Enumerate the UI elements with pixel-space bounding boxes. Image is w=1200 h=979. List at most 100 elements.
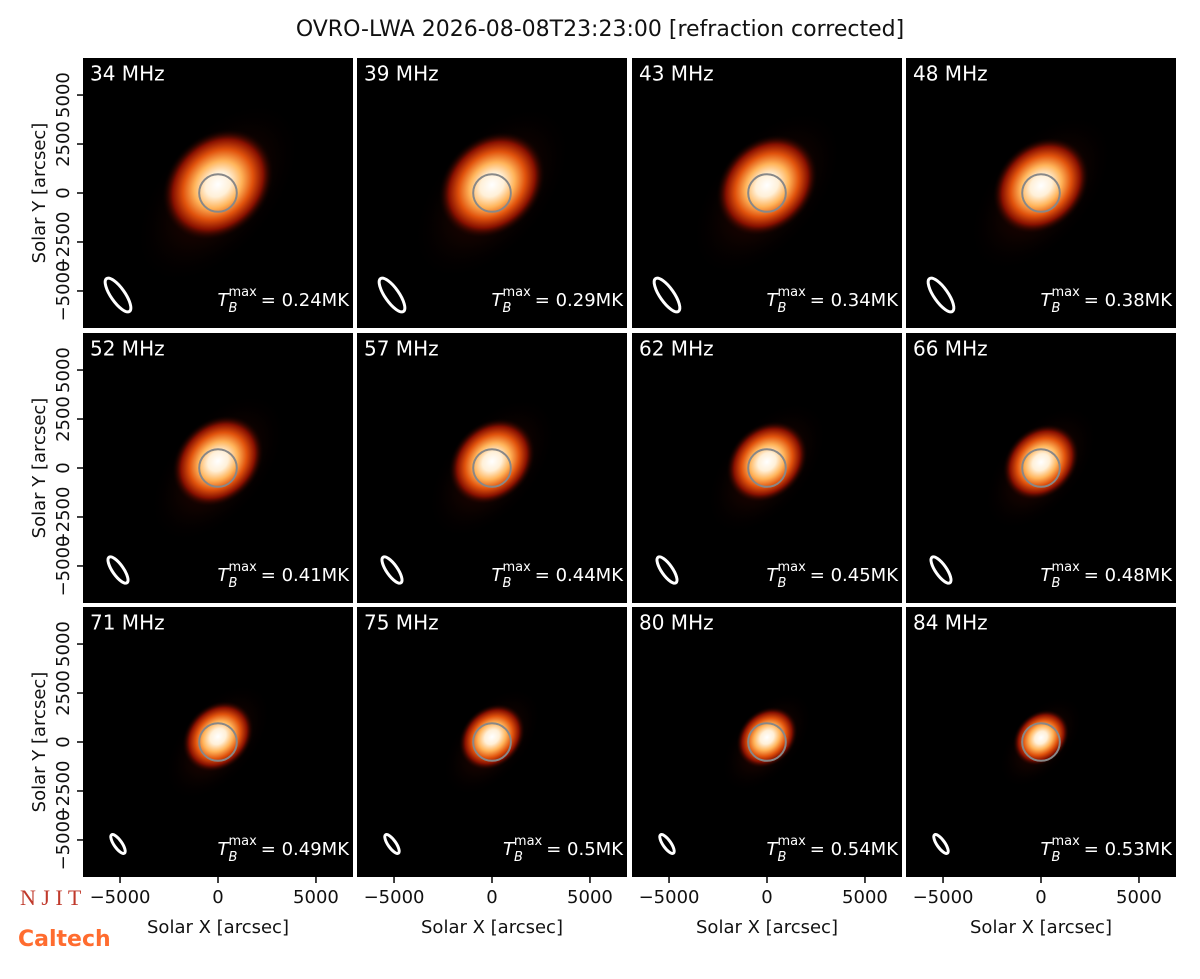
panel: 84 MHz TBmax = 0.53MK bbox=[906, 607, 1176, 877]
emission-blob bbox=[181, 700, 255, 773]
emission-blob bbox=[161, 128, 275, 241]
tb-max-label: TBmax = 0.44MK bbox=[492, 560, 625, 591]
tb-symbol: T bbox=[767, 839, 780, 860]
tb-sub: B bbox=[778, 850, 787, 865]
y-tick-label: 2500 bbox=[53, 396, 74, 442]
x-axis-label: Solar X [arcsec] bbox=[696, 917, 838, 938]
y-axis-label: Solar Y [arcsec] bbox=[29, 398, 50, 539]
y-tick-label: −2500 bbox=[53, 212, 74, 273]
tb-sup: max bbox=[502, 560, 531, 575]
solar-disk bbox=[472, 448, 512, 488]
beam bbox=[380, 555, 404, 585]
x-tick-label: −5000 bbox=[639, 887, 700, 908]
tb-max-label: TBmax = 0.53MK bbox=[1041, 834, 1174, 865]
tb-sub: B bbox=[229, 301, 238, 316]
x-tick-label: 5000 bbox=[842, 887, 888, 908]
panel: 39 MHz TBmax = 0.29MK bbox=[357, 58, 627, 328]
tb-text: = 0.49MK bbox=[261, 839, 350, 860]
tb-sub: B bbox=[1052, 850, 1061, 865]
panel-title: 62 MHz bbox=[639, 337, 714, 361]
x-tick-label: 0 bbox=[486, 887, 497, 908]
tb-sup: max bbox=[514, 834, 543, 849]
y-tick-label: −2500 bbox=[53, 487, 74, 548]
tb-text: = 0.45MK bbox=[810, 565, 899, 586]
y-tick-label: 0 bbox=[53, 462, 74, 473]
beam bbox=[655, 555, 679, 585]
panel-title: 84 MHz bbox=[913, 611, 988, 635]
beam bbox=[658, 833, 676, 855]
beam bbox=[926, 276, 956, 314]
emission-blob bbox=[725, 420, 809, 503]
tb-symbol: T bbox=[1041, 290, 1054, 311]
tb-symbol: T bbox=[492, 290, 505, 311]
figure-title: OVRO-LWA 2026-08-08T23:23:00 [refraction… bbox=[296, 17, 904, 42]
tb-text: = 0.38MK bbox=[1084, 290, 1173, 311]
y-tick-label: 5000 bbox=[53, 72, 74, 118]
logo-caltech: Caltech bbox=[18, 927, 111, 952]
beam bbox=[383, 833, 401, 855]
tb-sup: max bbox=[777, 834, 806, 849]
panel: 75 MHz TBmax = 0.5MK bbox=[357, 607, 627, 877]
tb-max-label: TBmax = 0.41MK bbox=[218, 560, 351, 591]
emission-blob bbox=[1002, 423, 1080, 501]
solar-disk bbox=[198, 448, 238, 488]
x-tick-label: 5000 bbox=[567, 887, 613, 908]
tb-sup: max bbox=[228, 834, 257, 849]
emission-blob bbox=[458, 703, 526, 771]
solar-disk bbox=[1021, 448, 1061, 488]
tb-text: = 0.29MK bbox=[535, 290, 624, 311]
tb-text: = 0.24MK bbox=[261, 290, 350, 311]
panel-title: 48 MHz bbox=[913, 62, 988, 86]
emission-blob bbox=[171, 414, 265, 508]
tb-sub: B bbox=[1052, 301, 1061, 316]
y-tick-label: −5000 bbox=[53, 261, 74, 322]
y-tick-label: 5000 bbox=[53, 347, 74, 393]
tb-max-label: TBmax = 0.49MK bbox=[218, 834, 351, 865]
x-axis-label: Solar X [arcsec] bbox=[970, 917, 1112, 938]
panel: 66 MHz TBmax = 0.48MK bbox=[906, 333, 1176, 603]
tb-sub: B bbox=[778, 301, 787, 316]
panel: 52 MHz TBmax = 0.41MK bbox=[83, 333, 353, 603]
tb-max-label: TBmax = 0.24MK bbox=[218, 285, 351, 316]
x-axis-label: Solar X [arcsec] bbox=[147, 917, 289, 938]
emission-blob bbox=[448, 417, 536, 506]
solar-disk bbox=[747, 722, 787, 762]
tb-text: = 0.5MK bbox=[546, 839, 624, 860]
panel: 34 MHz TBmax = 0.24MK bbox=[83, 58, 353, 328]
y-tick-label: 5000 bbox=[53, 621, 74, 667]
tb-sup: max bbox=[777, 560, 806, 575]
solar-disk bbox=[472, 722, 512, 762]
x-tick-label: 0 bbox=[1035, 887, 1046, 908]
y-tick-label: 0 bbox=[53, 187, 74, 198]
panel: 57 MHz TBmax = 0.44MK bbox=[357, 333, 627, 603]
panel-title: 66 MHz bbox=[913, 337, 988, 361]
solar-disk bbox=[198, 173, 238, 213]
beam bbox=[652, 276, 682, 314]
tb-symbol: T bbox=[767, 290, 780, 311]
solar-disk bbox=[198, 722, 238, 762]
tb-symbol: T bbox=[218, 839, 231, 860]
tb-text: = 0.54MK bbox=[810, 839, 899, 860]
panel-title: 52 MHz bbox=[90, 337, 165, 361]
tb-max-label: TBmax = 0.5MK bbox=[503, 834, 624, 865]
y-tick-label: −2500 bbox=[53, 761, 74, 822]
panel: 48 MHz TBmax = 0.38MK bbox=[906, 58, 1176, 328]
emission-blob bbox=[1012, 709, 1070, 767]
x-tick-label: 5000 bbox=[1116, 887, 1162, 908]
solar-disk bbox=[747, 448, 787, 488]
panel: 80 MHz TBmax = 0.54MK bbox=[632, 607, 902, 877]
tb-sup: max bbox=[228, 285, 257, 300]
beam bbox=[932, 833, 950, 855]
panel-title: 75 MHz bbox=[364, 611, 439, 635]
solar-disk bbox=[747, 173, 787, 213]
panel: 62 MHz TBmax = 0.45MK bbox=[632, 333, 902, 603]
x-tick-label: 5000 bbox=[293, 887, 339, 908]
x-tick-label: 0 bbox=[212, 887, 223, 908]
tb-max-label: TBmax = 0.45MK bbox=[767, 560, 900, 591]
tb-text: = 0.44MK bbox=[535, 565, 624, 586]
tb-sub: B bbox=[503, 576, 512, 591]
panel-title: 80 MHz bbox=[639, 611, 714, 635]
tb-max-label: TBmax = 0.38MK bbox=[1041, 285, 1174, 316]
x-axis-label: Solar X [arcsec] bbox=[421, 917, 563, 938]
tb-sub: B bbox=[229, 850, 238, 865]
